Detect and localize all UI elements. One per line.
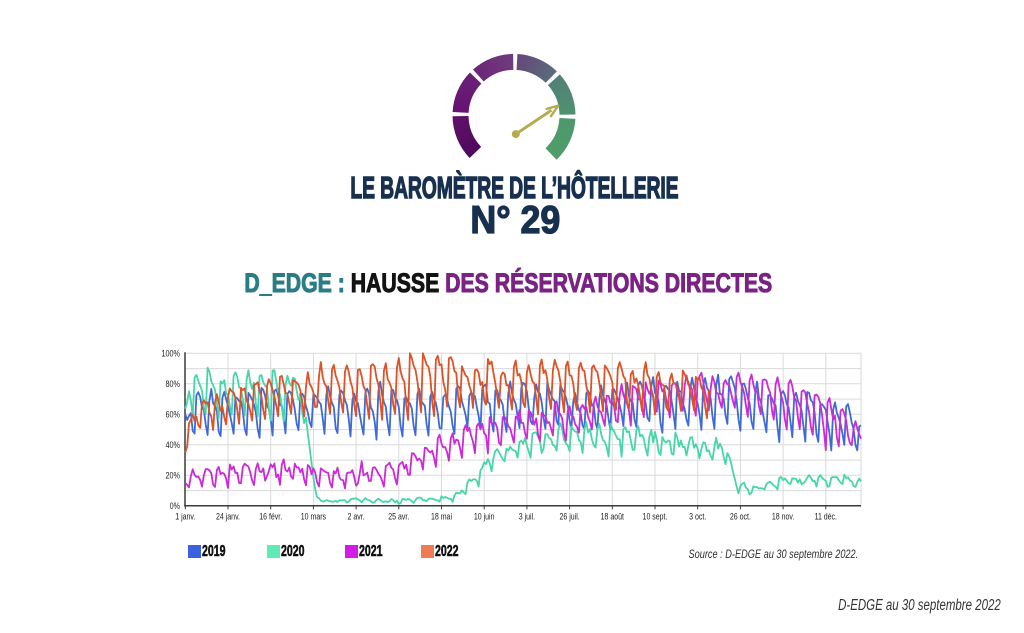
svg-text:60%: 60% [166,410,181,421]
svg-text:20%: 20% [166,471,181,482]
svg-text:3 oct.: 3 oct. [689,511,706,521]
svg-text:26 oct.: 26 oct. [730,511,751,521]
svg-text:18 mai: 18 mai [431,511,452,521]
svg-text:25 avr.: 25 avr. [388,511,409,521]
svg-text:26 juil.: 26 juil. [560,511,580,521]
svg-text:40%: 40% [166,440,181,451]
svg-text:10 sept.: 10 sept. [643,511,668,521]
svg-text:18 août: 18 août [601,511,625,521]
svg-text:80%: 80% [166,379,181,390]
svg-text:10 mars: 10 mars [301,511,327,521]
svg-text:24 janv.: 24 janv. [216,511,240,521]
svg-text:1 janv.: 1 janv. [175,511,195,521]
svg-text:16 févr.: 16 févr. [259,511,282,521]
svg-text:0%: 0% [170,501,181,512]
svg-text:11 déc.: 11 déc. [815,511,837,521]
svg-text:10 juin: 10 juin [474,511,495,521]
svg-text:3 juil.: 3 juil. [519,511,535,521]
svg-text:18 nov.: 18 nov. [772,511,794,521]
svg-text:2 avr.: 2 avr. [348,511,365,521]
svg-text:100%: 100% [162,349,181,360]
